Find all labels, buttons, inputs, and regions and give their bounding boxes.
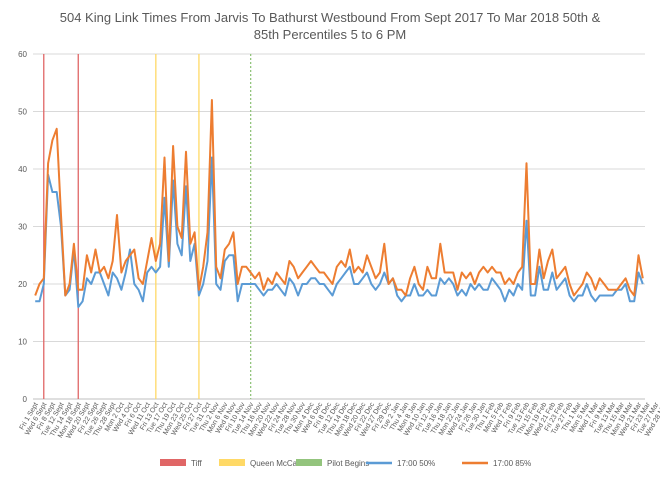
legend-label-queen-mccaul: Queen McCaul [250,459,304,468]
series-line-17-00-50- [35,156,644,308]
y-tick-label: 50 [18,108,27,117]
legend-swatch-tiff [160,459,186,466]
series-line-17-00-85- [34,99,644,297]
y-tick-label: 60 [18,50,27,59]
legend-label-tiff: Tiff [191,459,202,468]
chart-title-line-1: 504 King Link Times From Jarvis To Bathu… [60,10,601,25]
y-tick-label: 40 [18,165,27,174]
y-tick-label: 10 [18,338,27,347]
legend-label-17-00-85-: 17:00 85% [493,459,531,468]
gridlines [33,53,645,400]
y-tick-label: 20 [18,280,27,289]
y-tick-label: 30 [18,223,27,232]
legend-swatch-pilot-begins [296,459,322,466]
y-tick-label: 0 [23,395,28,404]
legend-label-17-00-50-: 17:00 50% [397,459,435,468]
chart-title-line-2: 85th Percentiles 5 to 6 PM [254,27,406,42]
event-markers [43,54,252,399]
legend-label-pilot-begins: Pilot Begins [327,459,369,468]
legend-swatch-queen-mccaul [219,459,245,466]
y-axis: 0 10 20 30 40 50 60 [18,50,27,404]
series-lines [34,99,644,308]
legend: Tiff Queen McCaul Pilot Begins 17:00 50% 17:… [160,459,531,468]
